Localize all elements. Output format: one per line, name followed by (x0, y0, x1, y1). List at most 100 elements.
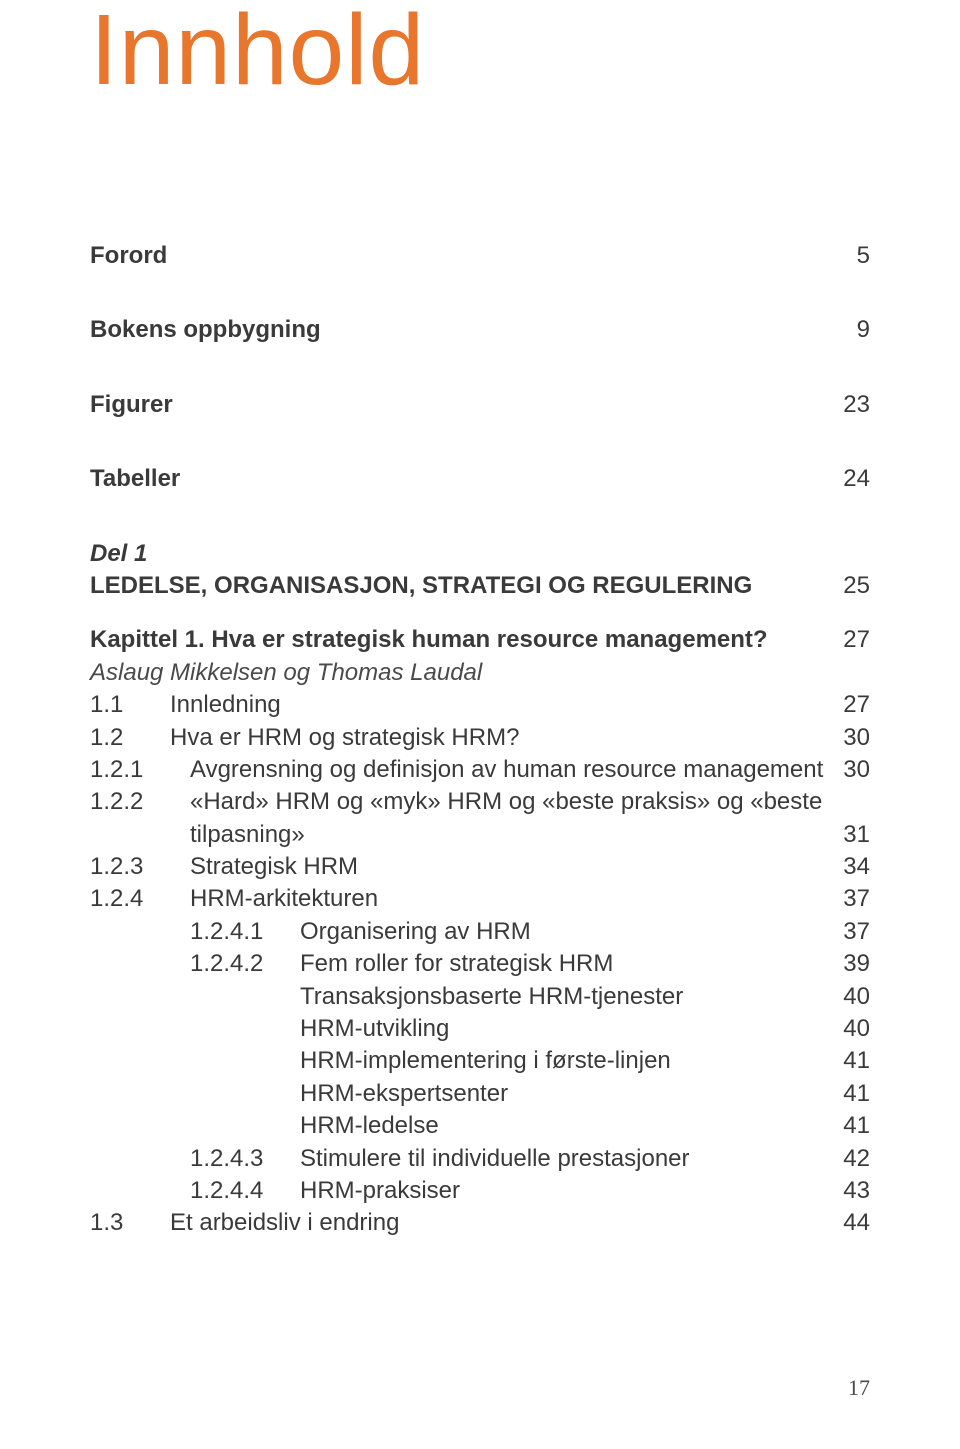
toc-entry-page: 5 (830, 240, 870, 272)
toc-entry-label: HRM-ledelse (90, 1110, 823, 1142)
toc-entry: LEDELSE, ORGANISASJON, STRATEGI OG REGUL… (90, 570, 870, 602)
toc-entry-page: 42 (823, 1143, 870, 1175)
toc-entry-label: 1.2.4.4HRM-praksiser (90, 1175, 823, 1207)
page-number: 17 (848, 1375, 870, 1401)
toc-entry-text: HRM-ledelse (90, 1110, 439, 1142)
toc-entry-number: 1.2.1 (90, 754, 190, 786)
toc-entry-label: 1.2.3Strategisk HRM (90, 851, 823, 883)
toc-entry-page: 41 (823, 1045, 870, 1077)
toc-entry-label: HRM-utvikling (90, 1013, 823, 1045)
toc-entry-page: 27 (823, 624, 870, 656)
toc-entry-number: 1.2.4.3 (90, 1143, 300, 1175)
toc-entry-page: 30 (823, 722, 870, 754)
toc-entry-number: 1.2.4 (90, 883, 190, 915)
toc-entry-page: 25 (823, 570, 870, 602)
toc-entry-label: LEDELSE, ORGANISASJON, STRATEGI OG REGUL… (90, 570, 823, 602)
toc-entry-text: Stimulere til individuelle prestasjoner (300, 1143, 690, 1175)
toc-entry: HRM-implementering i første-linjen 41 (90, 1045, 870, 1077)
toc-entry-page: 41 (823, 1078, 870, 1110)
toc-entry: HRM-utvikling 40 (90, 1013, 870, 1045)
toc-entry-page: 41 (823, 1110, 870, 1142)
toc-entry: 1.1Innledning27 (90, 689, 870, 721)
toc-entry: Aslaug Mikkelsen og Thomas Laudal (90, 657, 870, 689)
toc-entry-text: HRM-utvikling (90, 1013, 449, 1045)
toc-entry-text: Innledning (170, 689, 281, 721)
toc-entry-label: Transaksjonsbaserte HRM-tjenester (90, 981, 823, 1013)
toc-entry: 1.2.4.1Organisering av HRM37 (90, 916, 870, 948)
table-of-contents: Forord5 Bokens oppbygning9 Figurer23 Tabell… (90, 240, 870, 1240)
toc-entry: HRM-ekspertsenter 41 (90, 1078, 870, 1110)
toc-entry: 1.3Et arbeidsliv i endring44 (90, 1207, 870, 1239)
toc-entry-label: HRM-ekspertsenter (90, 1078, 823, 1110)
toc-entry-page: 37 (823, 883, 870, 915)
toc-entry-text-cont: tilpasning» (190, 819, 823, 851)
toc-entry-text: Hva er HRM og strategisk HRM? (170, 722, 519, 754)
toc-entry-number: 1.1 (90, 689, 170, 721)
toc-entry: Tabeller24 (90, 463, 870, 495)
toc-entry-page: 39 (823, 948, 870, 980)
toc-entry-page: 37 (823, 916, 870, 948)
toc-entry-label: Bokens oppbygning (90, 314, 830, 346)
toc-entry-page: 40 (823, 981, 870, 1013)
toc-entry-label: 1.2.4.3Stimulere til individuelle presta… (90, 1143, 823, 1175)
toc-entry-page: 43 (823, 1175, 870, 1207)
toc-entry-text: Organisering av HRM (300, 916, 531, 948)
toc-entry: HRM-ledelse 41 (90, 1110, 870, 1142)
toc-entry-page: 40 (823, 1013, 870, 1045)
toc-entry: Forord5 (90, 240, 870, 272)
toc-entry-page: 24 (823, 463, 870, 495)
toc-entry: 1.2.4.2Fem roller for strategisk HRM39 (90, 948, 870, 980)
toc-entry-page: 23 (823, 389, 870, 421)
toc-entry-page: 34 (823, 851, 870, 883)
toc-entry-number: 1.2.3 (90, 851, 190, 883)
toc-entry-label: Aslaug Mikkelsen og Thomas Laudal (90, 657, 830, 689)
toc-entry-text: HRM-arkitekturen (190, 883, 378, 915)
toc-entry-text: HRM-implementering i første-linjen (90, 1045, 671, 1077)
toc-entry-label: Del 1 (90, 538, 830, 570)
toc-entry-text: Fem roller for strategisk HRM (300, 948, 613, 980)
toc-entry-page: 9 (830, 314, 870, 346)
toc-entry-label: Figurer (90, 389, 823, 421)
toc-entry: 1.2.4.4HRM-praksiser43 (90, 1175, 870, 1207)
toc-entry-number: 1.2 (90, 722, 170, 754)
toc-entry-page: 27 (823, 689, 870, 721)
toc-entry: 1.2.1Avgrensning og definisjon av human … (90, 754, 870, 786)
toc-entry: 1.2Hva er HRM og strategisk HRM? 30 (90, 722, 870, 754)
toc-entry-page: 44 (823, 1207, 870, 1239)
toc-entry: 1.2.4HRM-arkitekturen37 (90, 883, 870, 915)
toc-entry-text: HRM-praksiser (300, 1175, 460, 1207)
toc-entry-label: 1.2.4.2Fem roller for strategisk HRM (90, 948, 823, 980)
toc-entry-label: 1.1Innledning (90, 689, 823, 721)
toc-entry-label: Forord (90, 240, 830, 272)
page-title-text: Innhold (90, 0, 425, 100)
toc-entry-text: HRM-ekspertsenter (90, 1078, 508, 1110)
toc-entry-label: 1.2.1Avgrensning og definisjon av human … (90, 754, 823, 786)
toc-entry-text: Avgrensning og definisjon av human resou… (190, 754, 823, 786)
toc-entry: 1.2.4.3Stimulere til individuelle presta… (90, 1143, 870, 1175)
toc-entry-label: HRM-implementering i første-linjen (90, 1045, 823, 1077)
toc-entry-number: 1.2.4.4 (90, 1175, 300, 1207)
toc-entry-page: 31 (823, 819, 870, 851)
toc-entry-number: 1.3 (90, 1207, 170, 1239)
page-title: Innhold (90, 0, 870, 100)
toc-entry-page: 30 (823, 754, 870, 786)
toc-entry-text: Transaksjonsbaserte HRM-tjenester (90, 981, 683, 1013)
toc-entry-label: 1.3Et arbeidsliv i endring (90, 1207, 823, 1239)
toc-entry-label: 1.2.2«Hard» HRM og «myk» HRM og «beste p… (90, 786, 823, 851)
toc-entry: Bokens oppbygning9 (90, 314, 870, 346)
toc-entry: Del 1 (90, 538, 870, 570)
toc-entry-number: 1.2.2 (90, 786, 190, 851)
toc-entry-label: Kapittel 1. Hva er strategisk human reso… (90, 624, 823, 656)
toc-entry-number: 1.2.4.2 (90, 948, 300, 980)
toc-entry-label: 1.2.4.1Organisering av HRM (90, 916, 823, 948)
toc-entry-label: 1.2.4HRM-arkitekturen (90, 883, 823, 915)
toc-entry-label: Tabeller (90, 463, 823, 495)
toc-entry-text: Et arbeidsliv i endring (170, 1207, 399, 1239)
toc-entry: 1.2.3Strategisk HRM34 (90, 851, 870, 883)
toc-entry: Kapittel 1. Hva er strategisk human reso… (90, 624, 870, 656)
toc-entry-text: Strategisk HRM (190, 851, 358, 883)
toc-entry-text: «Hard» HRM og «myk» HRM og «beste praksi… (190, 786, 823, 818)
toc-entry-number: 1.2.4.1 (90, 916, 300, 948)
toc-entry: Transaksjonsbaserte HRM-tjenester 40 (90, 981, 870, 1013)
toc-entry: 1.2.2«Hard» HRM og «myk» HRM og «beste p… (90, 786, 870, 851)
